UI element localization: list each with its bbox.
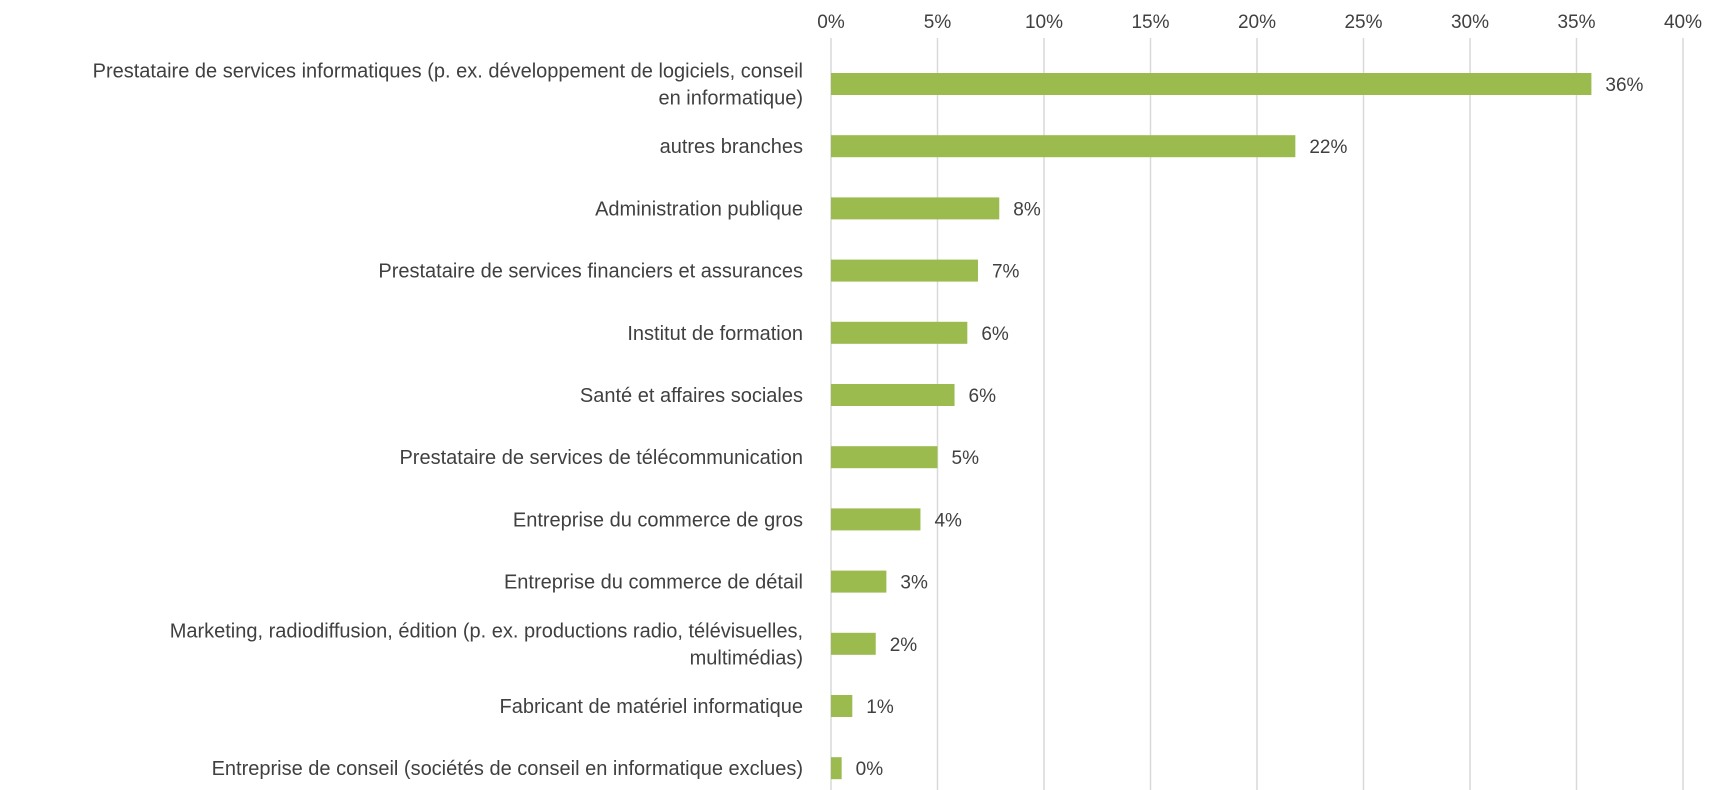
- bar: [831, 757, 842, 780]
- category-label: Marketing, radiodiffusion, édition (p. e…: [170, 620, 803, 642]
- x-tick-label: 20%: [1238, 12, 1276, 33]
- bar: [831, 570, 887, 593]
- category-label: Administration publique: [595, 198, 803, 220]
- data-label: 1%: [866, 697, 894, 718]
- bar: [831, 446, 938, 469]
- category-label: Fabricant de matériel informatique: [500, 696, 803, 718]
- bars: [831, 73, 1592, 780]
- category-label: en informatique): [658, 88, 803, 110]
- category-label: Entreprise de conseil (sociétés de conse…: [212, 758, 803, 780]
- data-label: 6%: [981, 324, 1009, 345]
- x-tick-label: 25%: [1344, 12, 1382, 33]
- bar: [831, 197, 1000, 220]
- data-label: 22%: [1309, 137, 1347, 158]
- data-label: 4%: [934, 510, 962, 531]
- x-tick-label: 30%: [1451, 12, 1489, 33]
- data-labels: 36% 22% 8% 7% 6% 6% 5% 4% 3% 2% 1% 0%: [856, 75, 1644, 780]
- data-label: 36%: [1605, 75, 1643, 96]
- bar: [831, 73, 1592, 95]
- x-tick-label: 5%: [924, 12, 952, 33]
- x-axis-tick-labels: 0% 5% 10% 15% 20% 25% 30% 35% 40%: [817, 12, 1702, 33]
- bar: [831, 384, 955, 406]
- data-label: 3%: [900, 573, 928, 594]
- category-label: Prestataire de services de télécommunica…: [399, 447, 803, 469]
- data-label: 7%: [992, 262, 1020, 283]
- category-label: multimédias): [690, 647, 803, 669]
- bar: [831, 135, 1296, 158]
- x-tick-label: 35%: [1557, 12, 1595, 33]
- x-tick-label: 10%: [1025, 12, 1063, 33]
- category-label: Institut de formation: [627, 323, 803, 345]
- category-label: Prestataire de services informatiques (p…: [93, 61, 803, 83]
- bar: [831, 695, 853, 717]
- bar: [831, 321, 968, 344]
- bar: [831, 508, 921, 531]
- gridlines: [830, 38, 1684, 790]
- bar: [831, 632, 876, 655]
- bar: [831, 259, 978, 282]
- category-label: Entreprise du commerce de détail: [504, 572, 803, 594]
- data-label: 6%: [969, 386, 997, 407]
- x-tick-label: 0%: [817, 12, 845, 33]
- category-label: autres branches: [660, 136, 803, 158]
- x-tick-label: 40%: [1664, 12, 1702, 33]
- data-label: 0%: [856, 759, 884, 780]
- data-label: 2%: [890, 635, 918, 656]
- data-label: 5%: [952, 448, 980, 469]
- x-tick-label: 15%: [1131, 12, 1169, 33]
- category-label: Santé et affaires sociales: [580, 385, 803, 407]
- data-label: 8%: [1013, 199, 1041, 220]
- category-label: Entreprise du commerce de gros: [513, 509, 803, 531]
- category-label: Prestataire de services financiers et as…: [378, 261, 803, 283]
- category-labels: Prestataire de services informatiques (p…: [93, 61, 803, 781]
